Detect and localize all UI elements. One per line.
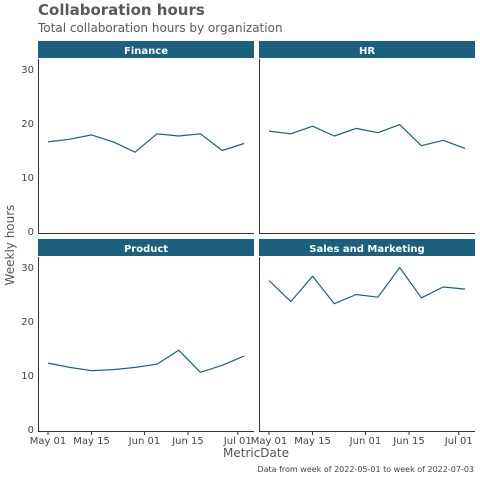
- x-tick-label: Jul 01: [444, 436, 473, 447]
- facet-strip-product: [38, 239, 254, 256]
- series-line-product: [47, 349, 245, 373]
- facet-sales-and-marketing: Sales and Marketing May 01 May 15 Jun 01 Jun…: [251, 239, 475, 447]
- x-tick-label: Jun 15: [392, 436, 425, 447]
- chart-subtitle: Total collaboration hours by organizatio…: [38, 21, 283, 35]
- facet-strip-label-hr: HR: [359, 46, 375, 57]
- y-tick-label: 10: [21, 371, 34, 382]
- x-axis-label: MetricDate: [223, 446, 289, 460]
- y-tick-label: 30: [21, 65, 34, 76]
- x-tick-label: May 15: [294, 436, 331, 447]
- x-tick-label: Jun 01: [128, 436, 161, 447]
- y-tick-label: 20: [21, 119, 34, 130]
- y-tick-label: 0: [28, 425, 34, 436]
- facet-product: Product 0 10 20 30 May 01 May 15 Jun 01 Jun 15 Ju…: [21, 239, 254, 447]
- x-tick-label: May 01: [30, 436, 67, 447]
- y-tick-label: 0: [28, 227, 34, 238]
- y-tick-label: 30: [21, 263, 34, 274]
- chart-caption: Data from week of 2022-05-01 to week of …: [257, 465, 474, 474]
- facet-strip-finance: [38, 41, 254, 58]
- x-tick-label: May 15: [73, 436, 110, 447]
- x-tick-label: Jul 01: [223, 436, 252, 447]
- facet-hr: HR: [259, 41, 475, 234]
- y-tick-label: 20: [21, 317, 34, 328]
- series-line-hr: [268, 123, 466, 149]
- facet-strip-hr: [259, 41, 475, 58]
- chart-title: Collaboration hours: [38, 1, 205, 19]
- facet-finance: Finance 0 10 20 30: [21, 41, 254, 238]
- series-line-finance: [47, 133, 245, 153]
- x-tick-label: Jun 15: [171, 436, 204, 447]
- y-tick-label: 10: [21, 173, 34, 184]
- facet-strip-label-sales-and-marketing: Sales and Marketing: [309, 244, 424, 255]
- x-tick-label: Jun 01: [349, 436, 382, 447]
- x-tick-label: May 01: [251, 436, 288, 447]
- series-line-sales-and-marketing: [268, 266, 466, 305]
- facet-strip-label-finance: Finance: [124, 46, 168, 57]
- facet-strip-sales-and-marketing: [259, 239, 475, 256]
- facet-strip-label-product: Product: [124, 244, 168, 255]
